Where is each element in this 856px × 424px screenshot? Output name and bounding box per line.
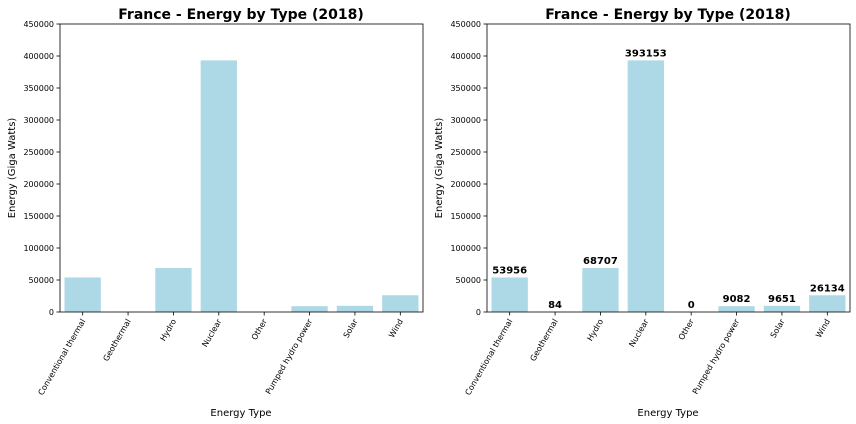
- value-label: 393153: [625, 48, 667, 59]
- x-tick-label: Geothermal: [528, 318, 559, 363]
- bar-5: [718, 306, 755, 312]
- x-tick-label: Hydro: [158, 317, 178, 342]
- value-label: 0: [688, 300, 695, 311]
- y-tick-label: 400000: [23, 52, 54, 61]
- x-tick-label: Hydro: [585, 317, 605, 342]
- chart-title: France - Energy by Type (2018): [545, 7, 790, 23]
- y-axis-label: Energy (Giga Watts): [434, 118, 445, 219]
- x-tick-label: Pumped hydro power: [691, 317, 742, 396]
- y-tick-label: 450000: [23, 20, 54, 29]
- bar-0: [64, 277, 101, 312]
- plot-frame: [486, 23, 851, 313]
- plot-frame: [59, 23, 424, 313]
- value-label: 9651: [768, 294, 796, 305]
- bar-3: [627, 60, 664, 312]
- bar-7: [809, 295, 846, 312]
- y-tick-label: 0: [476, 308, 481, 317]
- y-tick-label: 350000: [450, 84, 481, 93]
- value-label: 68707: [583, 256, 618, 267]
- y-tick-label: 450000: [450, 20, 481, 29]
- x-tick-label: Nuclear: [200, 317, 224, 349]
- value-label: 84: [548, 300, 562, 311]
- y-tick-label: 100000: [450, 244, 481, 253]
- value-label: 53956: [492, 265, 527, 276]
- value-label: 26134: [810, 283, 845, 294]
- x-tick-label: Wind: [387, 318, 405, 340]
- bar-2: [155, 268, 192, 312]
- y-tick-label: 0: [49, 308, 54, 317]
- x-tick-label: Wind: [814, 318, 832, 340]
- x-tick-label: Pumped hydro power: [264, 317, 315, 396]
- x-tick-label: Other: [677, 317, 697, 342]
- x-tick-label: Geothermal: [101, 318, 132, 363]
- x-tick-label: Conventional thermal: [36, 318, 87, 397]
- bar-6: [336, 305, 374, 312]
- y-tick-label: 250000: [23, 148, 54, 157]
- y-tick-label: 200000: [450, 180, 481, 189]
- x-axis-label: Energy Type: [210, 408, 271, 419]
- y-tick-label: 50000: [456, 276, 481, 285]
- y-tick-label: 50000: [29, 276, 54, 285]
- left-bar-chart: France - Energy by Type (2018) Energy (G…: [7, 7, 424, 419]
- x-tick-label: Nuclear: [627, 317, 651, 349]
- y-tick-label: 250000: [450, 148, 481, 157]
- bar-2: [582, 268, 619, 312]
- x-tick-label: Solar: [769, 317, 787, 340]
- bar-3: [200, 60, 237, 312]
- bar-7: [382, 295, 419, 312]
- y-axis-label: Energy (Giga Watts): [7, 118, 18, 219]
- y-tick-label: 350000: [23, 84, 54, 93]
- chart-title: France - Energy by Type (2018): [118, 7, 363, 23]
- y-tick-label: 150000: [450, 212, 481, 221]
- right-bar-chart: France - Energy by Type (2018) Energy (G…: [434, 7, 851, 419]
- value-label: 9082: [723, 294, 751, 305]
- y-tick-label: 400000: [450, 52, 481, 61]
- x-tick-label: Other: [250, 317, 270, 342]
- y-tick-label: 100000: [23, 244, 54, 253]
- y-tick-label: 300000: [450, 116, 481, 125]
- bar-6: [763, 305, 801, 312]
- y-tick-label: 300000: [23, 116, 54, 125]
- bar-5: [291, 306, 328, 312]
- x-tick-label: Solar: [342, 317, 360, 340]
- y-tick-label: 200000: [23, 180, 54, 189]
- bar-0: [491, 277, 528, 312]
- y-tick-label: 150000: [23, 212, 54, 221]
- x-tick-label: Conventional thermal: [463, 318, 514, 397]
- x-axis-label: Energy Type: [637, 408, 698, 419]
